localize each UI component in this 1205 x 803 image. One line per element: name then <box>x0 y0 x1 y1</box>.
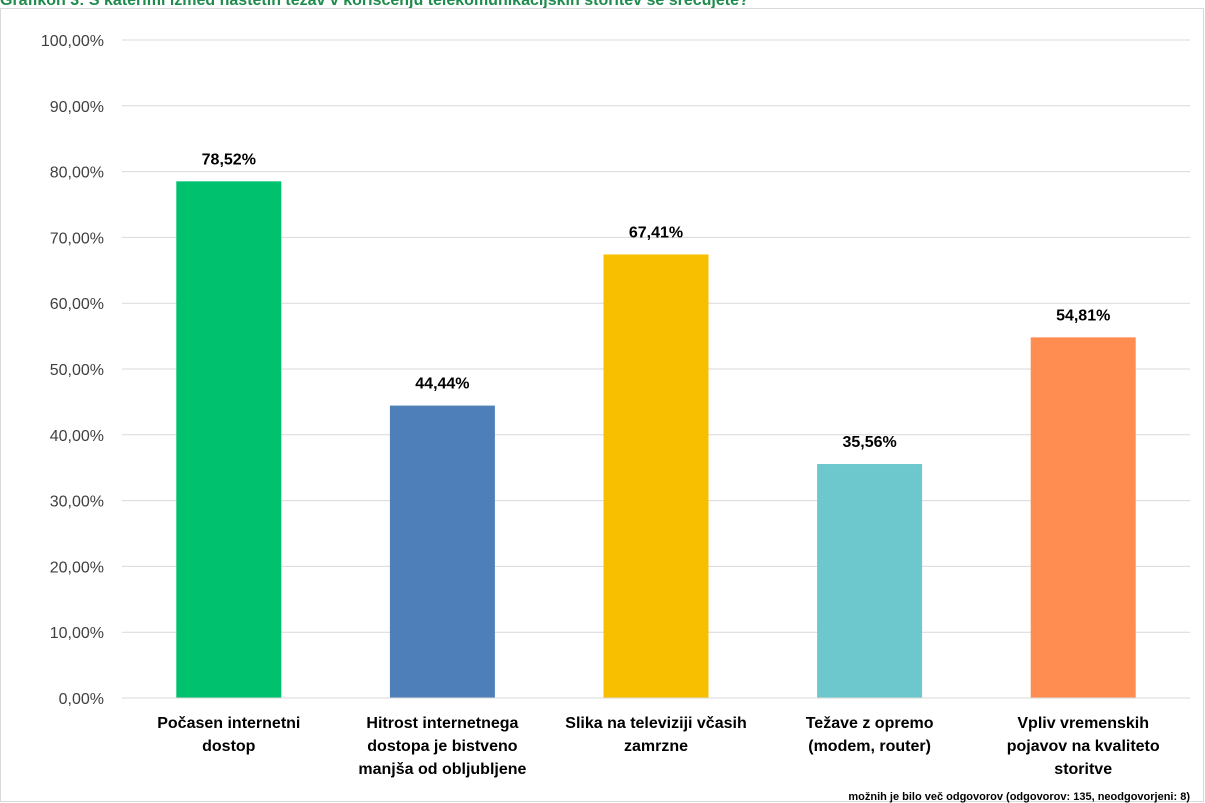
y-tick-label: 0,00% <box>59 691 104 708</box>
bar-1 <box>176 181 282 699</box>
y-tick-label: 40,00% <box>50 428 104 445</box>
data-label-5: 54,81% <box>1056 307 1110 324</box>
x-label-1: Počasen internetni dostop <box>157 715 300 755</box>
data-label-1: 78,52% <box>202 151 256 168</box>
data-labels: 78,52% 44,44% 67,41% 35,56% 54,81% <box>202 151 1111 451</box>
y-tick-label: 50,00% <box>50 362 104 379</box>
bars <box>176 181 1136 699</box>
bar-2 <box>389 405 495 698</box>
bar-5 <box>1030 337 1136 698</box>
x-label-5: Vpliv vremenskih pojavov na kvaliteto stor… <box>1007 715 1160 778</box>
footnote: možnih je bilo več odgovorov (odgovorov:… <box>848 791 1190 803</box>
data-label-4: 35,56% <box>842 434 896 451</box>
x-label-2: Hitrost internetnega dostopa je bistveno m… <box>358 715 526 778</box>
bar-3 <box>603 254 709 698</box>
y-tick-label: 70,00% <box>50 230 104 247</box>
y-tick-label: 20,00% <box>50 559 104 576</box>
y-axis-ticks: 0,00% 10,00% 20,00% 30,00% 40,00% 50,00% 60,00… <box>41 33 104 708</box>
x-label-4: Težave z opremo (modem, router) <box>806 715 934 755</box>
chart-frame <box>0 8 1204 802</box>
data-label-3: 67,41% <box>629 224 683 241</box>
bar-4 <box>817 464 923 698</box>
y-tick-label: 10,00% <box>50 625 104 642</box>
x-label-3: Slika na televiziji včasih zamrzne <box>565 715 746 755</box>
data-label-2: 44,44% <box>415 376 469 393</box>
y-tick-label: 100,00% <box>41 33 104 50</box>
chart-title: Grafikon 3: S katerimi izmed naštetih te… <box>0 0 749 9</box>
x-axis-labels: Počasen internetni dostop Hitrost internet… <box>157 715 1160 778</box>
y-tick-label: 90,00% <box>50 99 104 116</box>
y-tick-label: 80,00% <box>50 165 104 182</box>
y-tick-label: 60,00% <box>50 296 104 313</box>
y-tick-label: 30,00% <box>50 494 104 511</box>
